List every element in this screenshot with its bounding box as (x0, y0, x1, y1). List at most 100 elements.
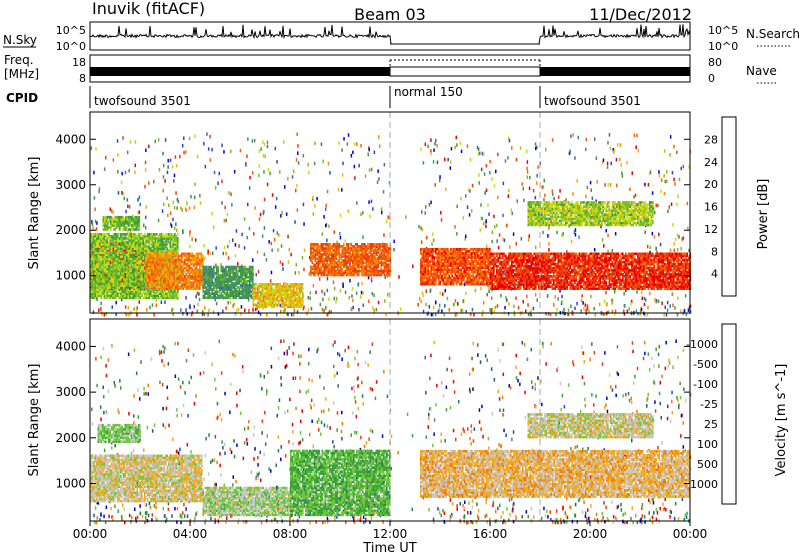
heatmap-cell (463, 282, 466, 287)
cpid-label: CPID (6, 91, 38, 105)
heatmap-cell (189, 244, 191, 249)
heatmap-cell (540, 185, 543, 190)
heatmap-cell (520, 237, 523, 241)
heatmap-cell (268, 240, 270, 244)
heatmap-cell (126, 198, 129, 202)
heatmap-cell (450, 147, 453, 151)
heatmap-cell (567, 308, 570, 312)
heatmap-cell (432, 238, 435, 242)
heatmap-cell (249, 175, 251, 180)
heatmap-cell (250, 294, 253, 298)
heatmap-cell (243, 217, 246, 221)
heatmap-cell (517, 306, 520, 310)
heatmap-cell (127, 204, 129, 209)
heatmap-cell (117, 233, 119, 236)
heatmap-cell (666, 308, 669, 312)
heatmap-cell (614, 232, 617, 236)
heatmap-cell (601, 238, 604, 242)
heatmap-cell (98, 187, 101, 191)
heatmap-cell (287, 312, 289, 316)
heatmap-cell (424, 142, 427, 147)
heatmap-cell (225, 251, 227, 256)
heatmap-cell (478, 181, 480, 185)
heatmap-cell (155, 252, 158, 256)
heatmap-cell (651, 191, 654, 195)
heatmap-cell (479, 228, 481, 232)
heatmap-cell (358, 163, 360, 168)
heatmap-cell (291, 175, 294, 179)
heatmap-cell (635, 309, 638, 313)
heatmap-cell (111, 305, 113, 309)
heatmap-cell (339, 235, 342, 240)
heatmap-cell (448, 308, 450, 312)
heatmap-cell (474, 288, 477, 293)
heatmap-cell (507, 136, 510, 140)
heatmap-cell (218, 171, 220, 176)
heatmap-cell (189, 305, 191, 309)
heatmap-cell (553, 303, 555, 307)
heatmap-cell (312, 212, 315, 216)
heatmap-cell (213, 282, 215, 285)
heatmap-cell (553, 196, 555, 201)
heatmap-cell (152, 287, 155, 290)
heatmap-cell (333, 286, 336, 291)
heatmap-cell (439, 291, 441, 296)
heatmap-cell (163, 252, 165, 256)
heatmap-cell (657, 203, 659, 208)
heatmap-cell (422, 293, 424, 298)
heatmap-cell (670, 202, 673, 206)
heatmap-cell (174, 233, 176, 236)
heatmap-cell (123, 233, 125, 236)
heatmap-cell (135, 286, 137, 289)
heatmap-cell (526, 149, 528, 154)
heatmap-cell (184, 275, 186, 278)
heatmap-cell (534, 245, 537, 250)
heatmap-cell (261, 234, 264, 238)
heatmap-cell (497, 152, 499, 157)
heatmap-cell (204, 278, 206, 281)
heatmap-cell (207, 265, 209, 269)
heatmap-cell (109, 235, 112, 238)
heatmap-cell (91, 222, 94, 226)
heatmap-cell (255, 287, 258, 290)
heatmap-cell (217, 290, 220, 293)
heatmap-cell (176, 197, 179, 202)
heatmap-cell (681, 237, 683, 241)
heatmap-cell (165, 233, 167, 236)
heatmap-cell (446, 296, 449, 301)
heatmap-cell (161, 270, 164, 274)
heatmap-cell (435, 138, 437, 143)
heatmap-cell (155, 287, 158, 290)
heatmap-cell (669, 304, 671, 308)
heatmap-cell (222, 294, 224, 298)
heatmap-cell (643, 302, 646, 307)
heatmap-cell (138, 271, 140, 275)
heatmap-cell (94, 233, 97, 236)
heatmap-cell (339, 288, 342, 293)
heatmap-cell (96, 221, 98, 225)
heatmap-cell (486, 292, 488, 297)
heatmap-cell (431, 242, 433, 246)
heatmap-cell (361, 281, 363, 286)
heatmap-cell (223, 150, 225, 154)
heatmap-cell (568, 151, 571, 156)
heatmap-cell (274, 205, 277, 209)
heatmap-cell (551, 192, 554, 196)
heatmap-cell (611, 263, 614, 268)
heatmap-cell (164, 138, 167, 142)
heatmap-cell (676, 248, 679, 252)
heatmap-cell (151, 233, 154, 236)
heatmap-cell (434, 142, 436, 146)
heatmap-cell (172, 258, 174, 262)
heatmap-cell (142, 235, 145, 238)
heatmap-cell (175, 268, 177, 272)
heatmap-cell (640, 290, 643, 295)
heatmap-cell (252, 283, 255, 286)
heatmap-cell (136, 261, 139, 265)
heatmap-cell (339, 231, 341, 236)
heatmap-cell (184, 207, 187, 211)
heatmap-cell (576, 301, 578, 306)
heatmap-cell (148, 287, 150, 290)
heatmap-cell (112, 158, 115, 162)
heatmap-cell (136, 265, 139, 269)
